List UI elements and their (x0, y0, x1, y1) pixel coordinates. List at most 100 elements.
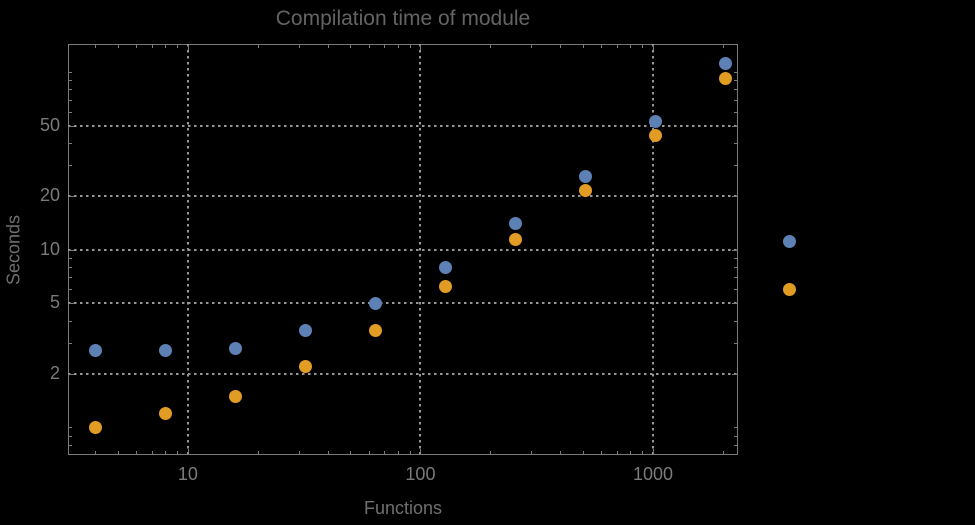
data-point-blue-series (228, 341, 242, 355)
x-tick-top (368, 45, 370, 48)
y-tick-right (734, 111, 737, 113)
data-point-blue-series (368, 296, 382, 310)
x-tick-top (601, 45, 603, 48)
gridline-horizontal (68, 124, 738, 127)
y-tick-left (69, 125, 74, 127)
x-tick-top (642, 45, 644, 48)
y-tick-right (734, 257, 737, 259)
x-tick-bottom (95, 451, 97, 454)
y-tick-right (734, 320, 737, 322)
y-tick-left (69, 427, 72, 429)
x-tick-bottom (257, 451, 259, 454)
x-tick-top (257, 45, 259, 48)
chart-title: Compilation time of module (275, 7, 531, 30)
gridline-horizontal (68, 248, 738, 251)
y-tick-left (69, 289, 72, 291)
x-tick-top (531, 45, 533, 48)
y-tick-right (734, 342, 737, 344)
y-tick-right (734, 89, 737, 91)
y-tick-left (69, 342, 72, 344)
x-tick-top (117, 45, 119, 48)
x-tick-top (151, 45, 153, 48)
y-tick-label: 5 (49, 292, 60, 313)
y-tick-right (734, 165, 737, 167)
y-tick-right (734, 142, 737, 144)
data-point-blue-series (578, 169, 592, 183)
x-tick-top (420, 45, 422, 50)
x-tick-bottom (327, 451, 329, 454)
x-tick-label: 100 (405, 464, 436, 484)
y-tick-left (69, 99, 72, 101)
y-tick-left (69, 257, 72, 259)
x-tick-top (95, 45, 97, 48)
y-tick-left (69, 267, 72, 269)
y-tick-left (69, 89, 72, 91)
y-tick-right (734, 444, 737, 446)
x-tick-bottom (117, 451, 119, 454)
x-tick-bottom (723, 451, 724, 454)
x-tick-top (723, 45, 724, 48)
x-tick-top (177, 45, 179, 48)
y-tick-left (69, 111, 72, 113)
x-tick-top (560, 45, 562, 48)
y-tick-right (734, 289, 737, 291)
gridline-horizontal (68, 195, 738, 198)
x-tick-bottom (583, 451, 584, 454)
x-tick-bottom (177, 451, 179, 454)
x-tick-bottom (630, 451, 632, 454)
x-tick-top (490, 45, 492, 48)
y-tick-left (69, 249, 74, 251)
x-tick-top (384, 45, 386, 48)
y-tick-right (732, 125, 737, 127)
y-tick-right (734, 427, 737, 429)
x-tick-bottom (136, 451, 138, 454)
data-point-blue-series (298, 324, 312, 338)
x-tick-top (397, 45, 399, 48)
x-tick-top (409, 45, 411, 48)
x-tick-bottom (187, 449, 189, 454)
data-point-blue-series (158, 344, 172, 358)
x-tick-top (616, 45, 618, 48)
x-tick-label: 1000 (632, 464, 674, 484)
y-tick-label: 20 (39, 185, 60, 206)
x-tick-bottom (384, 451, 386, 454)
x-tick-bottom (531, 451, 533, 454)
x-tick-bottom (165, 451, 167, 454)
x-tick-bottom (616, 451, 618, 454)
y-tick-label: 2 (49, 362, 60, 383)
y-tick-left (69, 165, 72, 167)
x-tick-bottom (560, 451, 562, 454)
y-tick-right (734, 72, 737, 74)
data-point-blue-series (718, 56, 732, 70)
x-tick-top (136, 45, 138, 48)
x-tick-bottom (368, 451, 370, 454)
y-tick-right (732, 303, 737, 305)
y-tick-right (734, 277, 737, 279)
x-tick-top (350, 45, 352, 48)
data-point-orange-series (368, 324, 382, 338)
data-point-blue-series (438, 260, 452, 274)
data-point-blue-series (508, 217, 522, 231)
legend-marker-orange-series (782, 282, 796, 296)
x-tick-bottom (601, 451, 603, 454)
data-point-orange-series (438, 280, 452, 294)
legend-marker-blue-series (782, 234, 796, 248)
y-tick-right (732, 373, 737, 375)
y-tick-right (734, 99, 737, 101)
y-tick-right (734, 435, 737, 437)
x-tick-label: 10 (177, 464, 198, 484)
gridline-horizontal (68, 302, 738, 305)
x-axis-label: Functions (363, 498, 443, 518)
y-tick-label: 10 (39, 238, 60, 259)
x-tick-top (298, 45, 300, 48)
gridline-horizontal (68, 372, 738, 375)
x-tick-bottom (409, 451, 411, 454)
y-tick-left (69, 435, 72, 437)
data-point-orange-series (158, 406, 172, 420)
x-tick-top (653, 45, 654, 50)
y-tick-left (69, 72, 72, 74)
data-point-orange-series (718, 72, 732, 86)
y-tick-left (69, 303, 74, 305)
